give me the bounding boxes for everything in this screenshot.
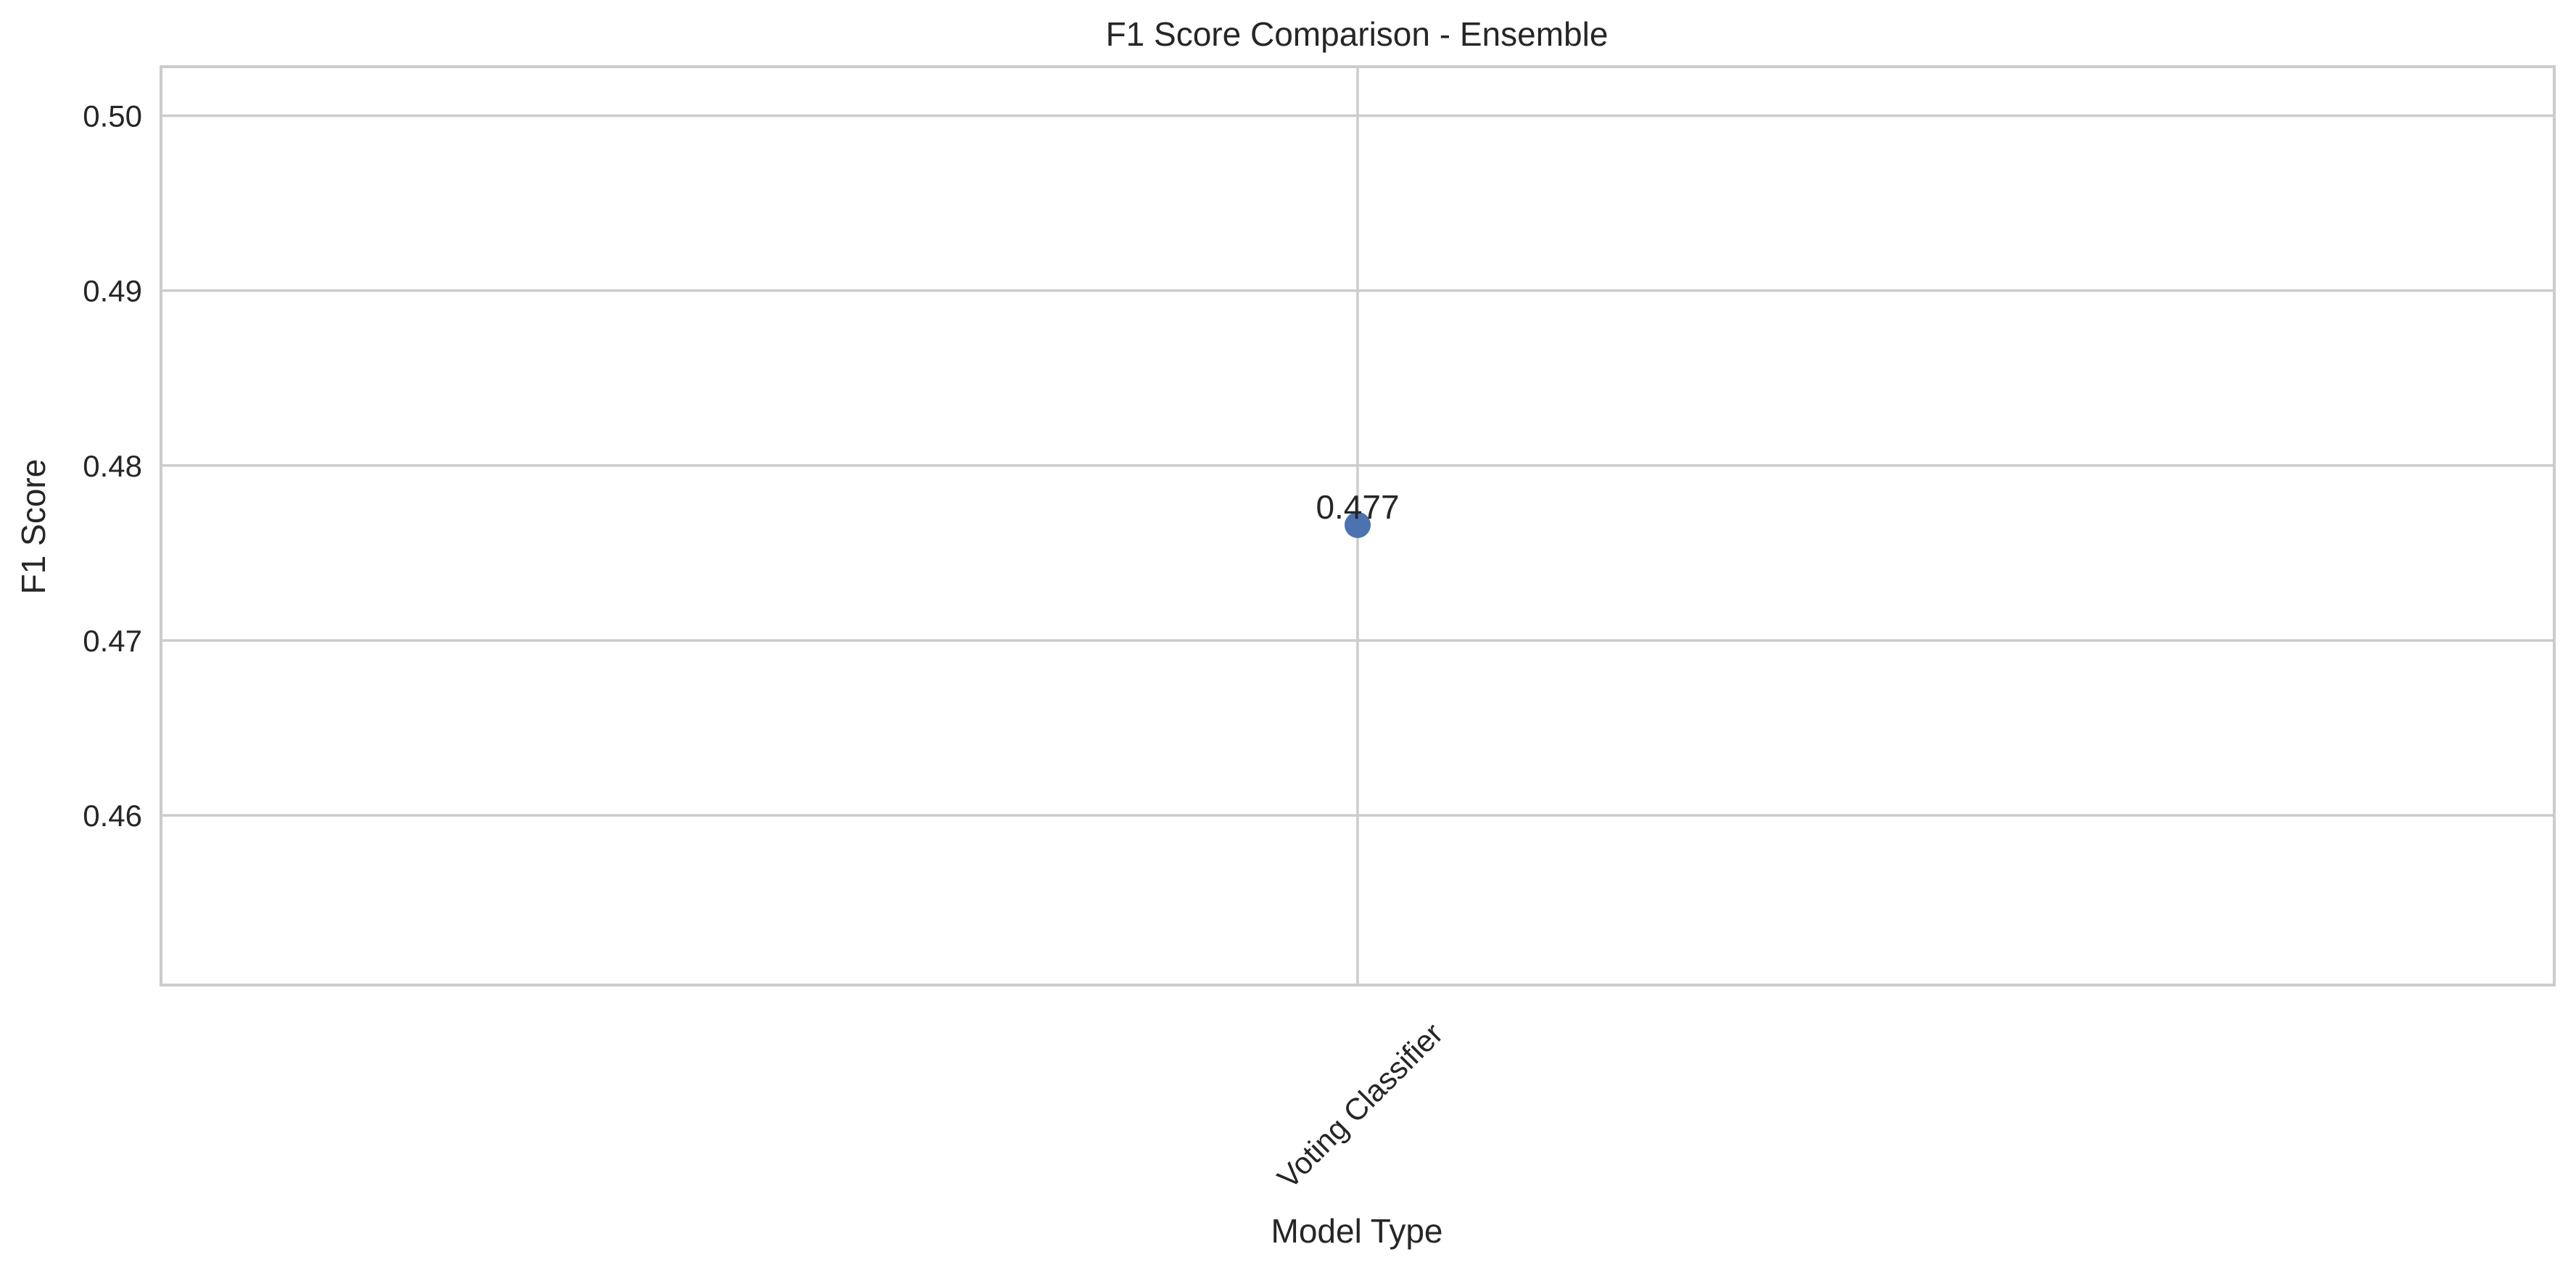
data-marks: 0.477 [1316, 488, 1400, 538]
x-axis-label: Model Type [1271, 1212, 1443, 1250]
data-label: 0.477 [1316, 488, 1399, 526]
y-tick-label: 0.49 [83, 274, 142, 308]
y-tick-label: 0.48 [83, 449, 142, 483]
y-axis-label: F1 Score [15, 459, 52, 595]
data-point [1345, 511, 1371, 538]
plot-frame [160, 65, 2556, 986]
y-tick-labels: 0.46 0.47 0.48 0.49 0.50 [83, 99, 142, 833]
chart-title: F1 Score Comparison - Ensemble [1106, 15, 1609, 53]
y-tick-label: 0.46 [83, 799, 142, 833]
x-tick-labels: Voting Classifier [1271, 1016, 1449, 1195]
x-tick-label: Voting Classifier [1271, 1016, 1449, 1195]
y-tick-label: 0.50 [83, 99, 142, 133]
y-tick-label: 0.47 [83, 624, 142, 658]
